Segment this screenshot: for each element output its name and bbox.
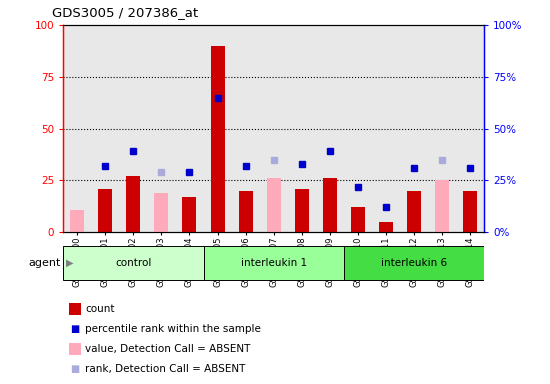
Bar [211,46,224,232]
Bar [204,246,344,280]
Bar [91,25,119,232]
Bar [295,189,309,232]
Bar [98,189,112,232]
Bar [400,25,428,232]
Text: value, Detection Call = ABSENT: value, Detection Call = ABSENT [85,344,251,354]
Bar [344,246,484,280]
Text: count: count [85,304,115,314]
Bar [379,222,393,232]
Bar [155,193,168,232]
Bar [456,25,484,232]
Bar [372,25,400,232]
Text: interleukin 6: interleukin 6 [381,258,447,268]
Bar [232,25,260,232]
Bar [119,25,147,232]
Bar [435,180,449,232]
Bar [63,246,204,280]
Text: ■: ■ [70,364,79,374]
Bar [175,25,204,232]
Bar [147,25,175,232]
Bar [428,25,456,232]
Bar [463,191,477,232]
Bar [316,25,344,232]
Text: control: control [115,258,152,268]
Bar [288,25,316,232]
Bar [323,179,337,232]
Text: agent: agent [28,258,60,268]
Bar [351,207,365,232]
Bar [126,176,140,232]
Bar [344,25,372,232]
Text: GDS3005 / 207386_at: GDS3005 / 207386_at [52,6,199,19]
Text: ▶: ▶ [66,258,74,268]
Text: interleukin 1: interleukin 1 [240,258,307,268]
Bar [407,191,421,232]
Bar [204,25,232,232]
Text: ■: ■ [70,324,79,334]
Bar [63,25,91,232]
Bar [70,210,84,232]
Bar [267,179,280,232]
Text: percentile rank within the sample: percentile rank within the sample [85,324,261,334]
Bar [239,191,252,232]
Text: rank, Detection Call = ABSENT: rank, Detection Call = ABSENT [85,364,246,374]
Bar [260,25,288,232]
Bar [183,197,196,232]
